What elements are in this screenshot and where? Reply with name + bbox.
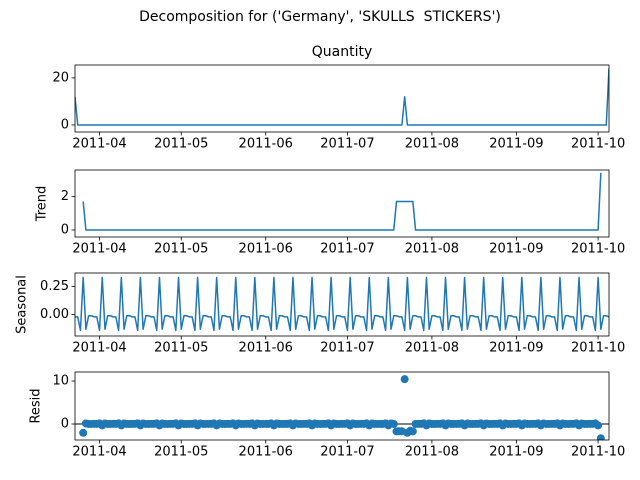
x-tick-label: 2011-07 xyxy=(320,445,374,460)
plot-area xyxy=(75,375,609,440)
x-tick-label: 2011-05 xyxy=(154,341,208,356)
x-tick-label: 2011-05 xyxy=(154,137,208,152)
y-tick-label: 20 xyxy=(52,70,69,85)
x-tick-label: 2011-04 xyxy=(72,242,126,257)
x-tick-label: 2011-06 xyxy=(239,445,293,460)
resid-point xyxy=(79,428,88,437)
y-tick-label: 0 xyxy=(61,417,69,432)
plot-area xyxy=(75,68,609,126)
x-tick-label: 2011-07 xyxy=(320,242,374,257)
x-tick-label: 2011-08 xyxy=(405,445,459,460)
x-tick-label: 2011-09 xyxy=(489,445,543,460)
x-tick-label: 2011-10 xyxy=(571,445,625,460)
axes-frame xyxy=(74,64,610,133)
x-tick-label: 2011-09 xyxy=(489,137,543,152)
x-tick-label: 2011-04 xyxy=(72,137,126,152)
resid-point xyxy=(400,375,409,384)
y-tick-label: 0.25 xyxy=(40,279,69,294)
x-tick-label: 2011-07 xyxy=(320,341,374,356)
x-tick-label: 2011-08 xyxy=(405,137,459,152)
x-tick-label: 2011-09 xyxy=(489,242,543,257)
y-tick-label: 0 xyxy=(61,223,69,238)
x-tick-label: 2011-07 xyxy=(320,137,374,152)
plot-area xyxy=(82,172,602,231)
x-tick-label: 2011-06 xyxy=(239,341,293,356)
y-tick-label: 2 xyxy=(61,189,69,204)
series-line xyxy=(82,172,602,231)
y-axis-label: Seasonal xyxy=(15,275,30,334)
axes-frame xyxy=(74,272,610,337)
x-tick-label: 2011-05 xyxy=(154,242,208,257)
y-tick-label: 0 xyxy=(61,117,69,132)
plot-area xyxy=(75,276,609,332)
y-axis-label: Trend xyxy=(35,186,50,223)
resid-point xyxy=(408,427,417,436)
axes-frame xyxy=(74,169,610,238)
x-tick-label: 2011-10 xyxy=(571,242,625,257)
x-tick-label: 2011-10 xyxy=(571,341,625,356)
resid-point xyxy=(389,419,398,428)
x-tick-label: 2011-08 xyxy=(405,341,459,356)
subplot-title: Quantity xyxy=(312,44,373,60)
figure-title: Decomposition for ('Germany', 'SKULLS ST… xyxy=(139,9,501,25)
resid-point xyxy=(596,434,605,440)
x-tick-label: 2011-04 xyxy=(72,445,126,460)
x-tick-label: 2011-06 xyxy=(239,137,293,152)
series-line xyxy=(75,68,609,126)
x-tick-label: 2011-04 xyxy=(72,341,126,356)
x-tick-label: 2011-06 xyxy=(239,242,293,257)
y-tick-label: 10 xyxy=(52,374,69,389)
series-line xyxy=(75,276,609,332)
y-axis-label: Resid xyxy=(29,388,44,423)
x-tick-label: 2011-09 xyxy=(489,341,543,356)
resid-point xyxy=(594,421,603,430)
x-tick-label: 2011-10 xyxy=(571,137,625,152)
x-tick-label: 2011-08 xyxy=(405,242,459,257)
x-tick-label: 2011-05 xyxy=(154,445,208,460)
y-tick-label: 0.00 xyxy=(40,307,69,322)
axes-frame xyxy=(74,371,610,441)
